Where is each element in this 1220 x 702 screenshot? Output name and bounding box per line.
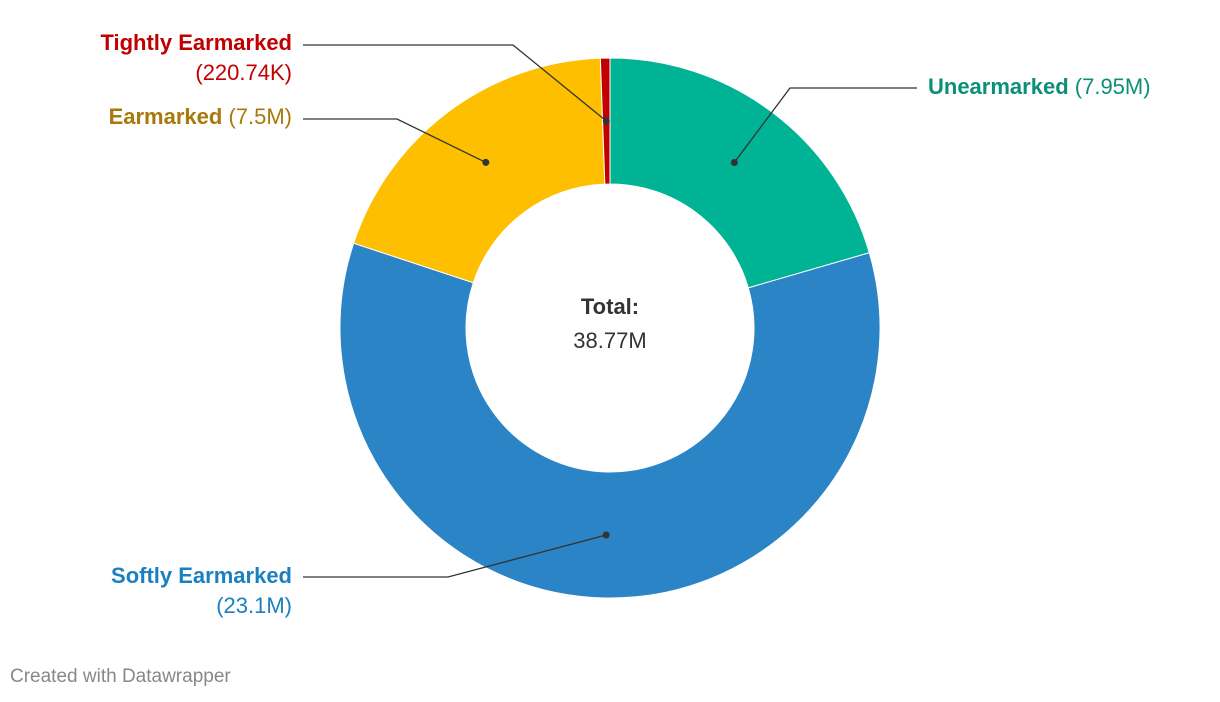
label-unearmarked-value: (7.95M) — [1074, 74, 1151, 99]
leader-line-softly-earmarked — [303, 534, 607, 578]
label-earmarked-name: Earmarked — [108, 104, 223, 129]
leader-dot-unearmarked — [730, 158, 738, 166]
leader-line-unearmarked — [733, 87, 917, 163]
label-earmarked-value: (7.5M) — [228, 104, 292, 129]
label-unearmarked: Unearmarked (7.95M) — [928, 72, 1151, 102]
leader-line-earmarked — [303, 118, 487, 163]
slice-softly-earmarked[interactable] — [339, 242, 881, 599]
leader-line-tightly-earmarked — [303, 44, 607, 122]
center-total-value: 38.77M — [573, 328, 647, 353]
label-tightly-earmarked-name: Tightly Earmarked — [100, 30, 292, 55]
label-softly-earmarked-value: (23.1M) — [216, 593, 292, 618]
slice-unearmarked[interactable] — [609, 57, 870, 289]
label-softly-earmarked: Softly Earmarked (23.1M) — [111, 561, 292, 621]
leader-dot-earmarked — [482, 158, 490, 166]
label-unearmarked-name: Unearmarked — [928, 74, 1069, 99]
donut-slices — [339, 57, 881, 599]
label-softly-earmarked-name: Softly Earmarked — [111, 563, 292, 588]
label-tightly-earmarked: Tightly Earmarked (220.74K) — [100, 28, 292, 88]
leader-dot-tightly-earmarked — [602, 117, 610, 125]
center-total-title: Total: — [580, 294, 640, 319]
leader-lines — [303, 44, 917, 578]
label-earmarked: Earmarked (7.5M) — [109, 102, 292, 132]
label-tightly-earmarked-value: (220.74K) — [195, 60, 292, 85]
leader-dot-softly-earmarked — [602, 531, 610, 539]
center-total: Total: 38.77M — [460, 290, 760, 358]
slice-earmarked[interactable] — [353, 57, 606, 284]
datawrapper-credit[interactable]: Created with Datawrapper — [10, 666, 231, 687]
